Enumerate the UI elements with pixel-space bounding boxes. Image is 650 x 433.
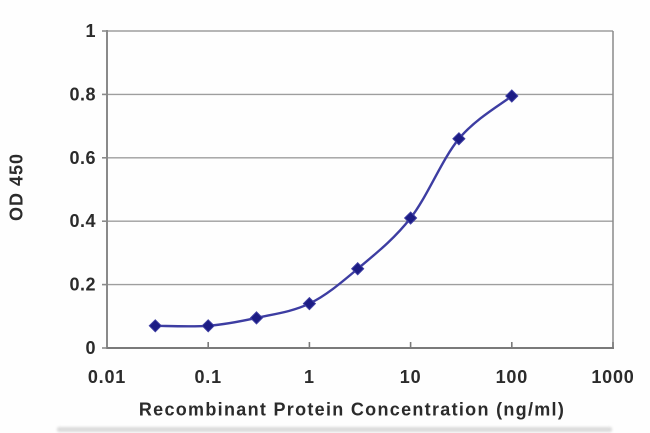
x-tick-label: 0.01 (88, 367, 126, 387)
y-tick-label: 0 (85, 338, 96, 358)
x-tick-label: 1000 (591, 367, 634, 387)
x-tick-label: 100 (496, 367, 528, 387)
x-tick-label: 1 (304, 367, 315, 387)
y-tick-label: 1 (85, 21, 96, 41)
x-tick-label: 10 (400, 367, 422, 387)
y-tick-label: 0.2 (69, 275, 96, 295)
data-point-marker (452, 132, 466, 146)
data-point-marker (249, 311, 264, 325)
data-point-marker (148, 319, 162, 333)
data-point-marker (201, 319, 215, 333)
data-point-marker (505, 89, 519, 103)
y-tick-label: 0.8 (69, 84, 96, 104)
y-tick-label: 0.4 (69, 211, 96, 231)
x-axis-title: Recombinant Protein Concentration (ng/ml… (138, 399, 566, 420)
scan-artifact-strip (57, 427, 612, 432)
series-line (154, 94, 513, 328)
data-point-marker (302, 296, 317, 311)
data-point-marker (350, 262, 365, 276)
y-tick-label: 0.6 (69, 148, 96, 168)
x-tick-label: 0.1 (194, 367, 221, 387)
data-point-marker (403, 211, 418, 225)
y-axis-title: OD 450 (6, 152, 27, 222)
